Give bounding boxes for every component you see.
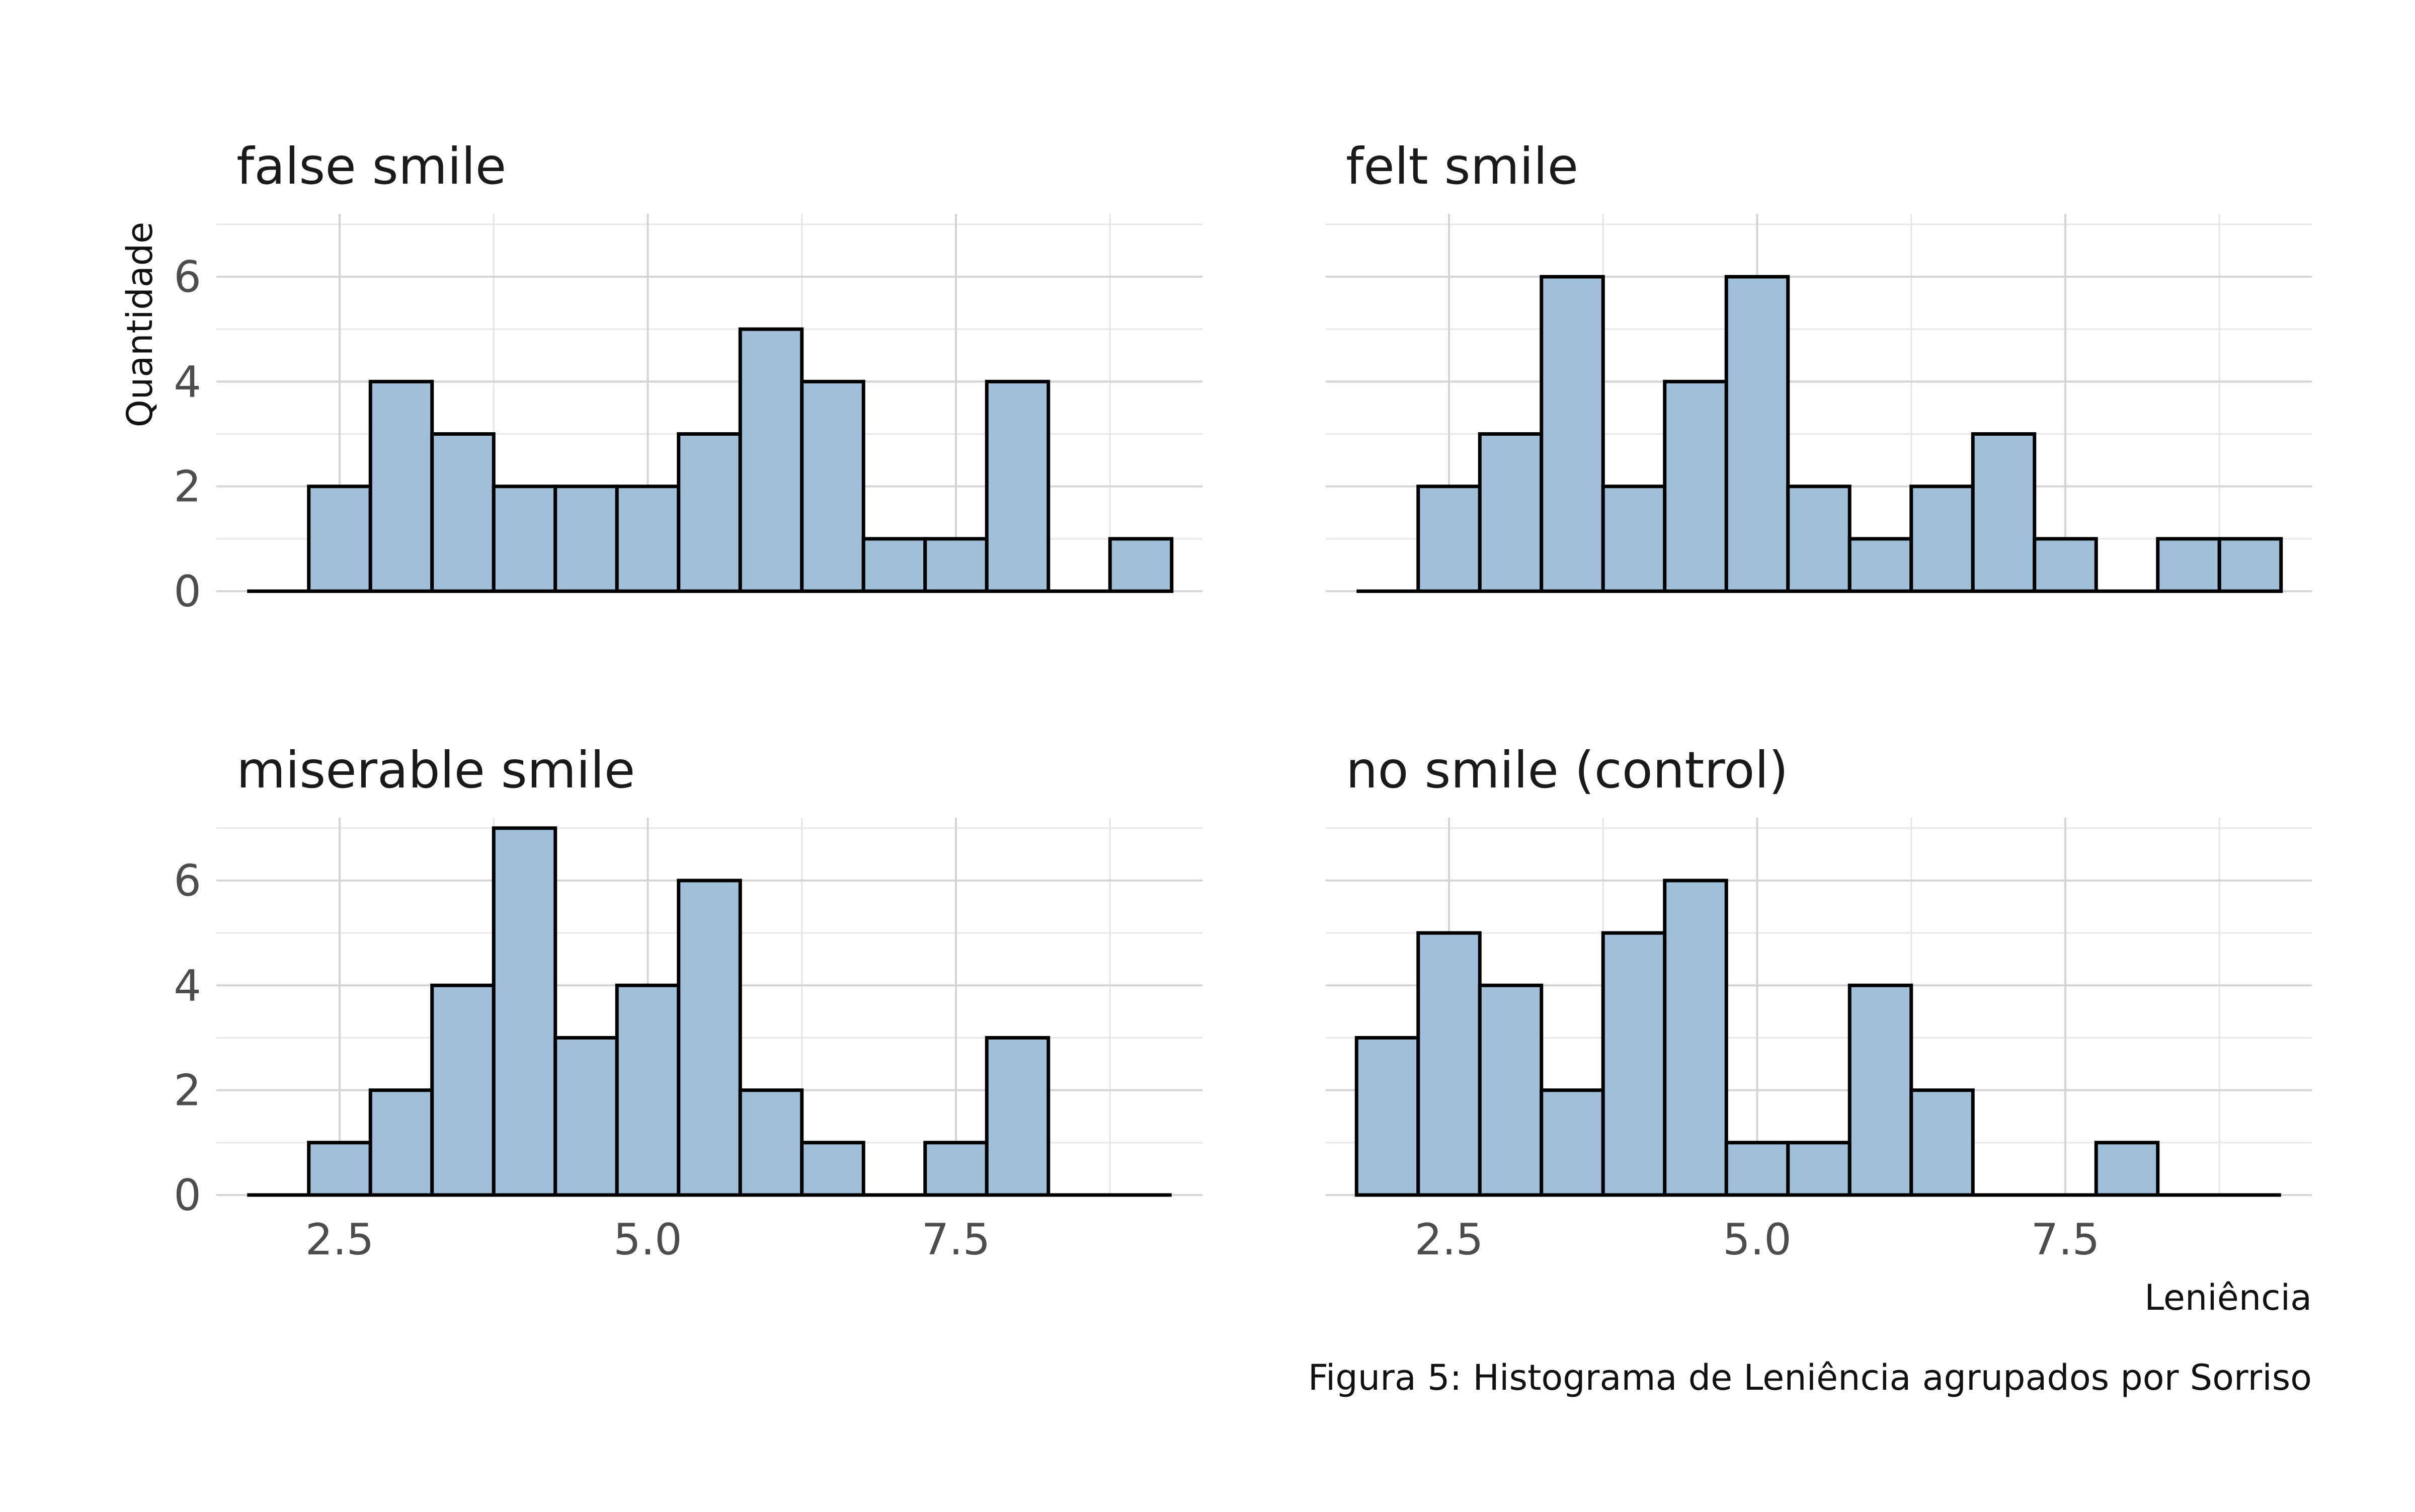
panel-false-smile: false smile 0 2 4 6: [174, 137, 1202, 617]
histogram-bar: [553, 485, 619, 593]
histogram-bar: [1786, 1141, 1852, 1197]
histogram-bar: [1909, 1088, 1975, 1197]
histogram-bar: [615, 983, 681, 1197]
histogram-bar: [923, 1141, 989, 1197]
y-tick-label: 6: [174, 252, 201, 302]
y-tick-label: 6: [174, 856, 201, 906]
y-tick-label: 2: [174, 1066, 201, 1116]
histogram-bar: [1663, 379, 1728, 593]
y-axis-title: Quantidade: [119, 222, 160, 427]
histogram-bar: [861, 537, 927, 593]
histogram-bar: [1847, 537, 1913, 593]
histogram-bar: [1478, 432, 1544, 593]
histogram-bar: [1724, 1141, 1790, 1197]
x-axis-title: Leniência: [2144, 1277, 2312, 1318]
histogram-bar: [2094, 1141, 2160, 1197]
histogram-bar: [1354, 1036, 1420, 1197]
histogram-bar: [800, 379, 865, 593]
y-tick-label: 0: [174, 567, 201, 617]
histogram-bar: [1971, 432, 2037, 593]
histogram-bar: [1601, 931, 1667, 1197]
x-tick-label: 5.0: [1723, 1215, 1792, 1265]
y-tick-label: 4: [174, 961, 201, 1011]
panel-title: miserable smile: [236, 741, 635, 800]
y-tick-label: 2: [174, 462, 201, 512]
histogram-bar: [2033, 537, 2098, 593]
histogram-bar: [2156, 537, 2221, 593]
panel-title: felt smile: [1346, 137, 1578, 196]
x-tick-label: 2.5: [1415, 1215, 1484, 1265]
histogram-bar: [1724, 275, 1790, 593]
histogram-bar: [985, 379, 1051, 593]
histogram-bar: [553, 1036, 619, 1197]
panel-miserable-smile: miserable smile 0 2 4 6 2.5 5.0 7.5: [174, 741, 1202, 1265]
histogram-bar: [307, 1141, 372, 1197]
panel-no-smile-control: no smile (control) 2.5 5.0 7.5: [1326, 741, 2312, 1265]
histogram-bar: [738, 1088, 804, 1197]
panel-title: no smile (control): [1346, 741, 1788, 800]
histogram-bar: [1909, 485, 1975, 593]
x-tick-label: 7.5: [922, 1215, 991, 1265]
y-tick-label: 0: [174, 1170, 201, 1221]
histogram-bar: [368, 1088, 434, 1197]
histogram-bar: [430, 983, 496, 1197]
histogram-bar: [368, 379, 434, 593]
histogram-bar: [615, 485, 681, 593]
histogram-bar: [677, 879, 742, 1197]
y-tick-label: 4: [174, 357, 201, 407]
histogram-bar: [307, 485, 372, 593]
histogram-bar: [1786, 485, 1852, 593]
histogram-bar: [492, 826, 557, 1197]
x-tick-label: 2.5: [305, 1215, 374, 1265]
histogram-bar: [800, 1141, 865, 1197]
histogram-bar: [923, 537, 989, 593]
histogram-bar: [677, 432, 742, 593]
histogram-bar: [738, 327, 804, 593]
panel-title: false smile: [236, 137, 506, 196]
histogram-bar: [985, 1036, 1051, 1197]
histogram-bar: [1601, 485, 1667, 593]
histogram-bar: [1108, 537, 1174, 593]
histogram-bar: [1540, 275, 1605, 593]
histogram-bar: [1663, 879, 1728, 1197]
histogram-bar: [2217, 537, 2283, 593]
histogram-bar: [1416, 931, 1482, 1197]
histogram-bar: [1540, 1088, 1605, 1197]
x-tick-label: 7.5: [2031, 1215, 2100, 1265]
histogram-bar: [1416, 485, 1482, 593]
histogram-bar: [492, 485, 557, 593]
figure-caption: Figura 5: Histograma de Leniência agrupa…: [1308, 1357, 2312, 1398]
histogram-bar: [1847, 983, 1913, 1197]
histogram-bar: [1478, 983, 1544, 1197]
panel-felt-smile: felt smile: [1326, 137, 2312, 593]
histogram-bar: [430, 432, 496, 593]
x-tick-label: 5.0: [613, 1215, 682, 1265]
